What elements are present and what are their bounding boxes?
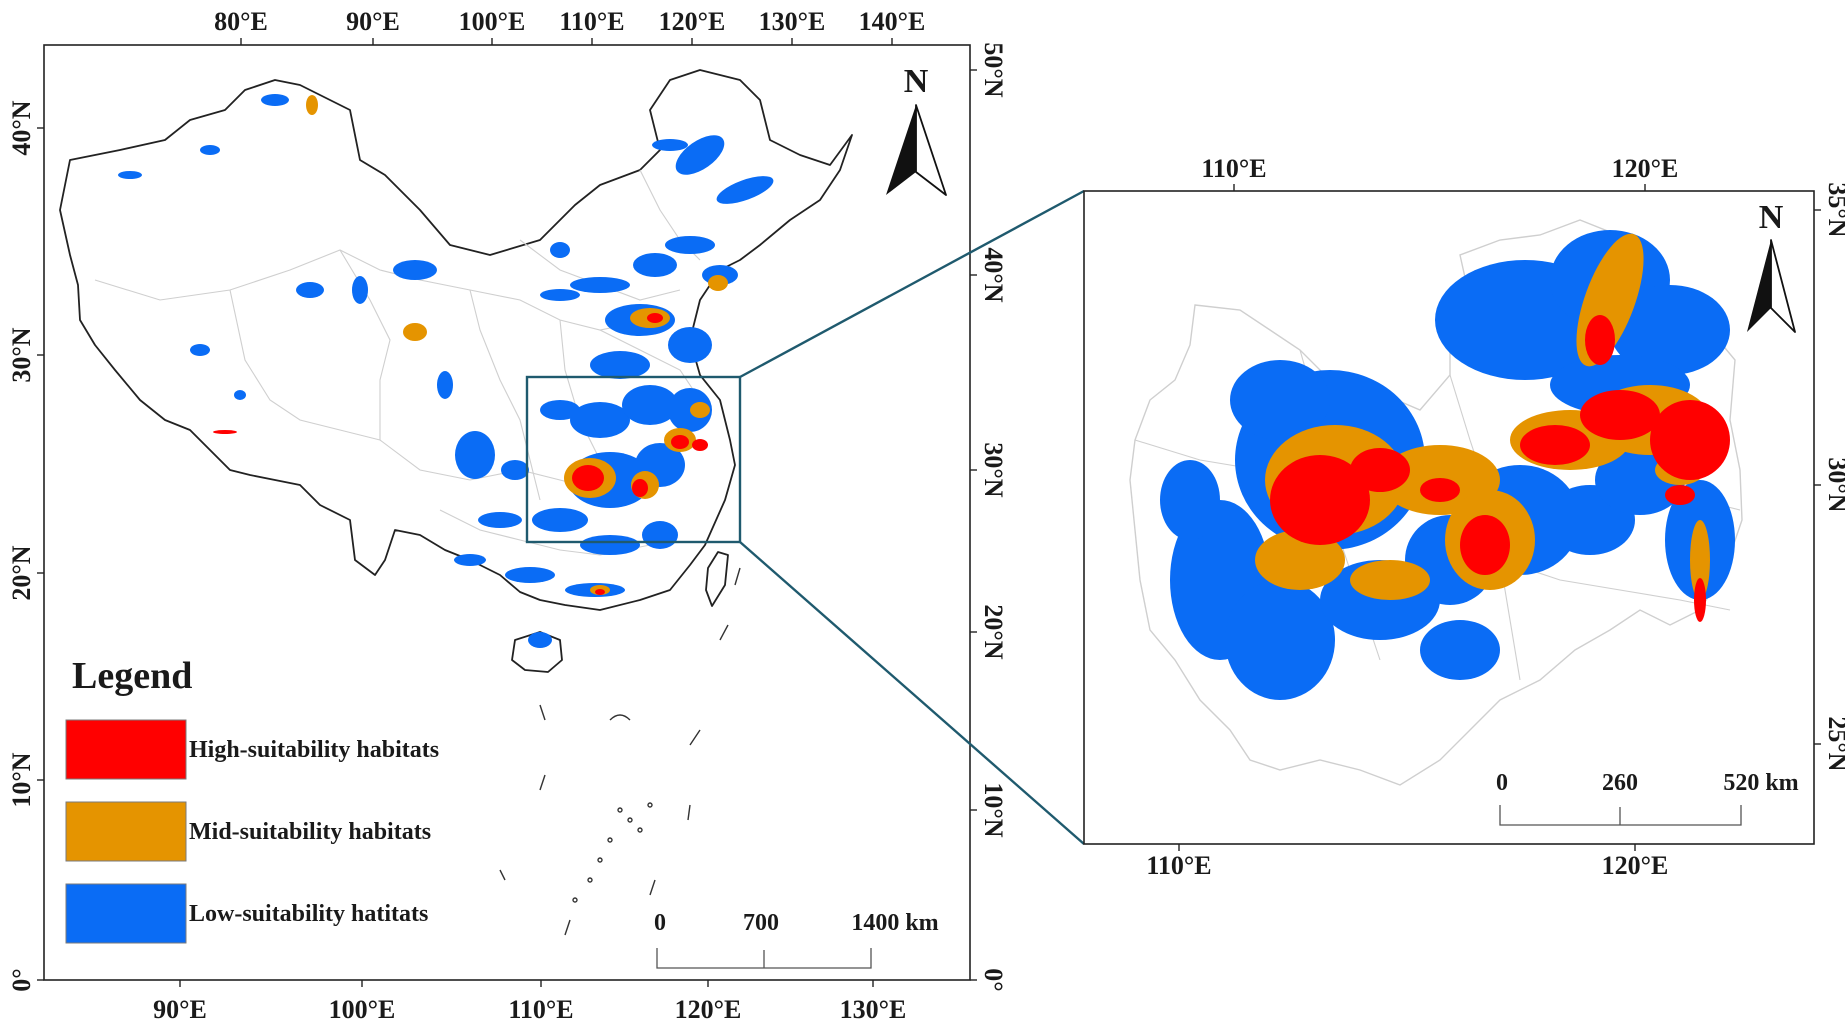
main-left-lat-label: 40°N	[7, 100, 36, 155]
main-right-lat-label: 0°	[979, 968, 1008, 991]
zoom-extent-box	[525, 375, 742, 544]
inset-bottom-lon-label: 120°E	[1602, 851, 1669, 880]
inset-north-label: N	[1759, 199, 1784, 236]
inset-scale-label: 520 km	[1723, 770, 1798, 796]
taiwan-island	[705, 551, 729, 607]
legend-label-high: High-suitability habitats	[189, 737, 439, 763]
inset-north-arrow: N	[1747, 199, 1796, 333]
main-right-lat-label: 40°N	[979, 247, 1008, 302]
inset-right-lat-label: 25°N	[1823, 716, 1845, 771]
inset-scale-label: 0	[1496, 770, 1508, 796]
high-suitability-patches-main	[213, 313, 708, 595]
legend-swatch-low	[65, 883, 187, 944]
inset-scale-bar: 0 260 520 km	[1496, 770, 1799, 826]
high-suitability-patches-inset	[1270, 315, 1730, 622]
mid-suitability-patches-main	[306, 95, 728, 595]
inset-right-lat-label: 30°N	[1823, 457, 1845, 512]
main-top-lon-label: 140°E	[859, 7, 926, 36]
main-left-lat-label: 30°N	[7, 327, 36, 382]
main-map-frame	[43, 44, 971, 981]
legend-label-mid: Mid-suitability habitats	[189, 819, 431, 845]
inset-right-lat-label: 35°N	[1823, 182, 1845, 237]
main-top-lon-label: 90°E	[346, 7, 400, 36]
inset-top-lon-label: 120°E	[1612, 154, 1679, 183]
main-bottom-lon-label: 100°E	[329, 995, 396, 1024]
north-arrow-dark-half	[886, 105, 916, 195]
inset-ticks	[1178, 184, 1821, 851]
main-left-lat-label: 10°N	[7, 752, 36, 807]
main-top-lon-label: 110°E	[559, 7, 624, 36]
main-top-lon-label: 80°E	[214, 7, 268, 36]
main-top-lon-label: 130°E	[759, 7, 826, 36]
main-scale-bar: 0 700 1400 km	[654, 910, 939, 969]
main-right-lat-label: 20°N	[979, 604, 1008, 659]
main-top-ticks	[240, 38, 893, 45]
main-map: 80°E 90°E 100°E 110°E 120°E 130°E 140°E …	[7, 7, 1008, 1024]
main-right-ticks	[970, 69, 977, 981]
main-left-lat-label: 20°N	[7, 545, 36, 600]
inset-scale-label: 260	[1602, 770, 1638, 796]
main-right-lat-label: 30°N	[979, 442, 1008, 497]
inset-map: 110°E 120°E 110°E 120°E 35°N 30°N 25°N N…	[1083, 154, 1845, 880]
main-top-lon-label: 120°E	[659, 7, 726, 36]
legend-swatch-high	[65, 719, 187, 780]
inset-top-lon-label: 110°E	[1201, 154, 1266, 183]
legend: Legend High-suitability habitats Mid-sui…	[65, 655, 439, 944]
legend-label-low: Low-suitability hatitats	[189, 901, 428, 927]
main-bottom-ticks	[179, 980, 874, 987]
inset-north-arrow-light-half	[1770, 239, 1796, 333]
main-right-lat-label: 10°N	[979, 782, 1008, 837]
inset-bottom-lon-label: 110°E	[1146, 851, 1211, 880]
main-north-label: N	[904, 63, 929, 100]
main-bottom-lon-label: 110°E	[508, 995, 573, 1024]
main-scale-label: 0	[654, 910, 666, 936]
south-china-sea-islands	[499, 567, 741, 936]
legend-swatch-mid	[65, 801, 187, 862]
north-arrow-light-half	[915, 104, 947, 196]
main-bottom-lon-label: 90°E	[153, 995, 207, 1024]
main-bottom-lon-label: 120°E	[675, 995, 742, 1024]
china-outline	[59, 69, 853, 611]
main-scale-label: 700	[743, 910, 779, 936]
main-bottom-lon-label: 130°E	[840, 995, 907, 1024]
main-left-ticks	[37, 127, 44, 981]
main-top-lon-label: 100°E	[459, 7, 526, 36]
zoom-connector-lines	[739, 189, 1085, 845]
main-left-lat-label: 0°	[7, 968, 36, 991]
main-right-lat-label: 50°N	[979, 42, 1008, 97]
main-north-arrow: N	[886, 63, 947, 196]
inset-map-frame	[1083, 190, 1815, 845]
legend-title: Legend	[72, 655, 192, 697]
inset-north-arrow-dark-half	[1747, 240, 1771, 332]
main-scale-label: 1400 km	[851, 910, 938, 936]
